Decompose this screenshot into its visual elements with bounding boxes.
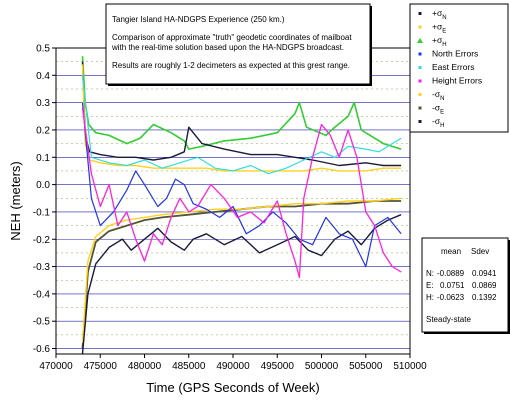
series-group: [81, 56, 402, 355]
series-neg_height_sigma: [81, 214, 402, 355]
stats-header-sdev: Sdev: [471, 247, 489, 256]
legend-label: -σN: [432, 89, 444, 102]
legend-marker: [418, 106, 422, 110]
annotation-line-3: Results are roughly 1-2 decimeters as ex…: [112, 61, 350, 70]
annotation-line-2: with the real-time solution based upon t…: [111, 43, 344, 52]
x-tick-label: 490000: [216, 361, 250, 372]
legend-label: +σE: [432, 22, 446, 35]
stats-header-mean: mean: [441, 247, 461, 256]
legend-marker: [418, 120, 422, 123]
legend-marker: [418, 79, 422, 83]
x-axis-label: Time (GPS Seconds of Week): [146, 380, 319, 395]
annotation-line-1: Comparison of approximate "truth" geodet…: [112, 33, 352, 42]
y-tick-label: 0.4: [36, 71, 50, 82]
x-axis: 470000 475000 480000 485000 490000 495000 5000…: [39, 354, 427, 372]
series-east_error: [81, 75, 402, 175]
x-tick-label: 495000: [261, 361, 295, 372]
y-tick-label: 0.3: [36, 98, 50, 109]
y-tick-label: -0.4: [33, 289, 51, 300]
legend-label: Height Errors: [432, 76, 482, 86]
y-tick-label: 0.1: [36, 153, 50, 164]
x-tick-label: 485000: [172, 361, 206, 372]
y-axis: 0.5 0.4 0.3 0.2 0.1 0.0 -0.1 -0.2 -0.3 -0.4 -0.5 -0…: [33, 44, 56, 355]
series-north_sigma: [81, 61, 402, 167]
stats-footer: Steady-state: [426, 315, 471, 324]
legend-marker: [418, 25, 422, 29]
series-east_sigma: [81, 64, 402, 172]
y-tick-label: -0.1: [33, 207, 51, 218]
annotation-title: Tangier Island HA-NDGPS Experience (250 …: [112, 15, 285, 24]
stats-row-e-mean: 0.0751: [440, 281, 465, 290]
legend-label: -σH: [432, 116, 444, 129]
x-tick-label: 480000: [128, 361, 162, 372]
legend-marker: [418, 12, 422, 15]
series-north_error: [81, 102, 402, 268]
legend-label: North Errors: [432, 49, 478, 59]
legend-marker: [418, 66, 422, 69]
series-height_sigma: [81, 56, 402, 150]
y-tick-label: -0.3: [33, 262, 51, 273]
stats-row-n-label: N:: [426, 269, 434, 278]
stats-row-e-sdev: 0.0869: [472, 281, 497, 290]
grid: [56, 47, 410, 349]
x-tick-label: 505000: [349, 361, 383, 372]
x-tick-label: 510000: [393, 361, 427, 372]
legend-label: East Errors: [432, 62, 475, 72]
stats-row-n-mean: -0.0889: [437, 269, 465, 278]
y-tick-label: -0.5: [33, 317, 51, 328]
stats-row-e-label: E:: [426, 281, 434, 290]
legend-marker: [418, 93, 422, 96]
stats-row-h-label: H:: [426, 293, 434, 302]
legend-marker: [417, 38, 423, 43]
stats-row-h-sdev: 0.1392: [472, 293, 497, 302]
annotation-box: Tangier Island HA-NDGPS Experience (250 …: [105, 3, 372, 86]
y-tick-label: -0.6: [33, 344, 51, 355]
series-neg_north_sigma: [81, 197, 402, 344]
legend-marker: [418, 52, 422, 56]
x-tick-label: 475000: [84, 361, 118, 372]
x-tick-label: 470000: [39, 361, 73, 372]
stats-row-h-mean: -0.0623: [437, 293, 465, 302]
series-neg_east_sigma: [81, 200, 402, 349]
x-tick-label: 500000: [305, 361, 339, 372]
legend-label: +σH: [432, 35, 447, 48]
y-tick-label: 0.0: [36, 180, 50, 191]
y-tick-label: 0.5: [36, 44, 50, 55]
stats-row-n-sdev: 0.0941: [472, 269, 497, 278]
legend-label: +σN: [432, 8, 447, 21]
y-axis-label: NEH (meters): [8, 161, 23, 240]
y-tick-label: -0.2: [33, 235, 51, 246]
stats-box: mean Sdev N: -0.0889 0.0941 E: 0.0751 0.…: [421, 237, 510, 334]
series-height_error: [81, 108, 402, 279]
legend-label: -σE: [432, 103, 444, 116]
y-tick-label: 0.2: [36, 125, 50, 136]
